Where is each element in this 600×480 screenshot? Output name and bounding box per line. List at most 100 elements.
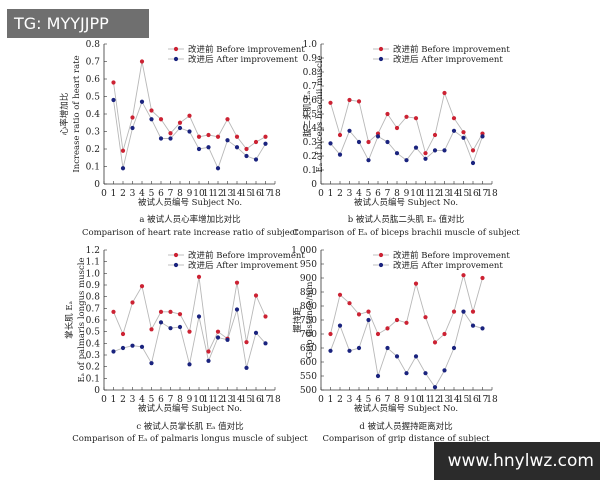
- chart-d-xtick-label: 14: [448, 395, 460, 405]
- chart-a-series-1-point: [111, 97, 116, 103]
- chart-b-series-1-point: [328, 141, 333, 146]
- chart-c-xtick-label: 4: [139, 395, 145, 405]
- chart-c-ytick-label: 1.2: [86, 246, 100, 256]
- chart-b-series-0-point: [328, 100, 333, 105]
- chart-a-series-0-point: [149, 108, 154, 113]
- chart-b-series-0-point: [347, 97, 352, 103]
- chart-a-series-0-point: [234, 134, 240, 139]
- chart-d-xtick-label: 6: [375, 395, 381, 405]
- chart-a-xtick-label: 11: [203, 189, 214, 199]
- chart-c-ylabel-cn: 掌长肌 Eₐ: [64, 300, 75, 338]
- chart-b-series-1-point: [461, 135, 466, 140]
- chart-b-xtick-label: 18: [486, 189, 498, 199]
- chart-c-xtick-label: 13: [222, 395, 234, 405]
- chart-c-legend-label: 改进后 After improvement: [188, 260, 298, 271]
- chart-c-xtick-label: 8: [177, 395, 183, 405]
- chart-b-xtick-label: 5: [366, 189, 372, 199]
- site-watermark: www.hnylwz.com: [434, 442, 600, 480]
- chart-d-series-0-point: [328, 331, 333, 337]
- chart-d-legend-marker: [378, 252, 384, 258]
- chart-d-xlabel: 被试人员编号 Subject No.: [354, 403, 458, 414]
- chart-c-legend-marker: [173, 252, 179, 258]
- chart-d-legend-marker: [378, 262, 384, 268]
- chart-c-legend-marker: [173, 262, 179, 268]
- chart-a-caption-en: Comparison of heart rate increase ratio …: [82, 228, 299, 238]
- chart-c-series-0-point: [177, 312, 183, 317]
- chart-c-ytick-label: 0.5: [86, 328, 101, 338]
- chart-a-legend-marker: [173, 56, 179, 62]
- chart-b-series-1-point: [404, 158, 409, 163]
- chart-b-series-1-point: [451, 128, 457, 133]
- chart-c-series-1-point: [120, 345, 126, 351]
- chart-a-ytick-label: 0.6: [86, 75, 101, 85]
- chart-b-caption-cn: b 被试人员肱二头肌 Eₐ 值对比: [348, 214, 465, 225]
- chart-d-ytick-label: 850: [300, 288, 317, 298]
- chart-d-series-1-point: [375, 373, 381, 379]
- chart-a-xtick-label: 13: [222, 189, 234, 199]
- chart-a-series-1-point: [187, 129, 192, 134]
- chart-a-series-1-point: [177, 125, 183, 131]
- chart-b-series-1-point: [470, 160, 476, 166]
- chart-b-series-1-point: [375, 134, 381, 139]
- chart-c-xtick-label: 2: [120, 395, 126, 405]
- chart-a-xtick-label: 6: [158, 189, 164, 199]
- chart-a-legend-label: 改进后 After improvement: [188, 54, 298, 65]
- chart-b-xtick-label: 12: [429, 189, 440, 199]
- chart-d-xtick-label: 2: [337, 395, 343, 405]
- chart-b-series-0-point: [404, 114, 409, 119]
- chart-c-series-0-point: [253, 293, 259, 298]
- chart-b-xtick-label: 15: [458, 189, 470, 199]
- chart-c-series-0-line: [113, 276, 266, 354]
- chart-c-series-1-point: [206, 358, 211, 363]
- chart-b-series-0-point: [394, 125, 400, 131]
- chart-b-ylabel-cn: 肱二头肌 Eₐ: [302, 90, 313, 137]
- chart-b-ytick-label: 0.1: [303, 166, 317, 176]
- chart-a-series-1-point: [263, 141, 268, 146]
- chart-a-xlabel: 被试人员编号 Subject No.: [138, 197, 242, 208]
- chart-a-ylabel-cn: 心率增加比: [59, 93, 70, 136]
- chart-a-ytick-label: 0.5: [86, 93, 101, 103]
- chart-d-series-0-point: [442, 331, 447, 337]
- chart-d-series-1-point: [470, 323, 476, 328]
- chart-c-ytick-label: 0.8: [86, 293, 101, 303]
- chart-b-xtick-label: 1: [328, 189, 334, 199]
- chart-c-ytick-label: 0.2: [86, 363, 100, 373]
- telegram-banner: TG: MYYJJPP: [7, 9, 149, 38]
- chart-c-series-1-point: [130, 343, 135, 348]
- chart-a-series-1-line: [113, 99, 266, 170]
- chart-a-ylabel-en: Increase ratio of heart rate: [72, 55, 82, 172]
- chart-c-series-1-point: [253, 330, 259, 335]
- chart-a-ytick-label: 0.2: [86, 145, 100, 155]
- chart-b-series-0-point: [366, 139, 371, 145]
- chart-d-legend-label: 改进后 After improvement: [393, 260, 503, 271]
- chart-b-xtick-label: 14: [448, 189, 460, 199]
- chart-d-series-0-point: [470, 309, 476, 314]
- chart-b-series-0-point: [470, 148, 476, 153]
- chart-b-series-1-point: [480, 134, 485, 139]
- chart-b-ytick-label: 0.8: [303, 68, 318, 78]
- chart-b-series-0-point: [442, 90, 447, 96]
- chart-b-ytick-label: 0.5: [303, 110, 318, 120]
- chart-a-ytick-label: 0: [94, 180, 100, 190]
- chart-d-series-1-point: [480, 326, 485, 331]
- chart-b-series-0-point: [423, 151, 428, 156]
- chart-d-xtick-label: 18: [486, 395, 498, 405]
- chart-a-series-0-point: [244, 146, 249, 152]
- chart-c-series-0-point: [244, 340, 249, 345]
- chart-d-series-1-point: [347, 348, 352, 353]
- chart-b-xtick-label: 0: [318, 189, 324, 199]
- chart-c-series-0-point: [196, 274, 202, 279]
- chart-c-xtick-label: 18: [269, 395, 281, 405]
- chart-b-xtick-label: 8: [394, 189, 400, 199]
- chart-a-xtick-label: 18: [269, 189, 281, 199]
- chart-b-ytick-label: 0.7: [303, 82, 318, 92]
- chart-c-series-1-point: [187, 362, 192, 367]
- chart-a-series-1-point: [225, 138, 230, 143]
- chart-d-series-0-point: [404, 320, 409, 325]
- chart-a-series-1-point: [215, 166, 221, 171]
- chart-c-ytick-label: 0.3: [86, 351, 101, 361]
- chart-d-series-1-point: [404, 371, 409, 376]
- chart-d-legend-label: 改进前 Before improvement: [393, 250, 510, 261]
- chart-a-series-1-point: [149, 117, 154, 122]
- chart-b-series-0-point: [356, 99, 362, 104]
